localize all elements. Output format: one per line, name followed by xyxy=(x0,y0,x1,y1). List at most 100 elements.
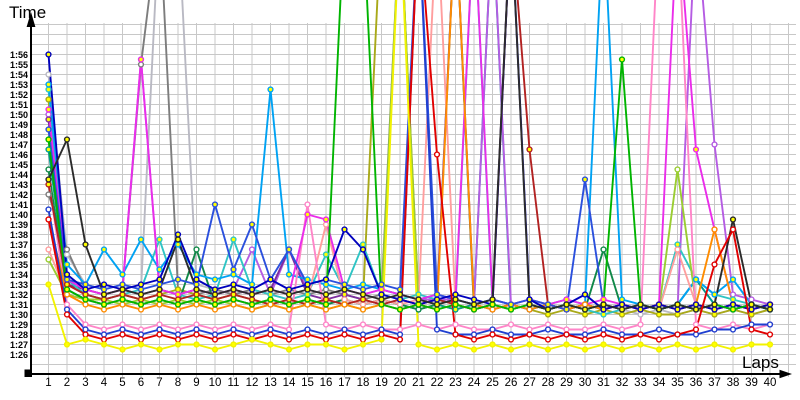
data-point-marker xyxy=(378,291,385,298)
data-point-marker xyxy=(637,301,644,308)
data-point-marker xyxy=(396,296,404,303)
data-point-marker xyxy=(267,291,274,298)
data-point-marker xyxy=(156,301,163,308)
data-point-marker xyxy=(174,286,182,293)
data-point-marker xyxy=(544,326,552,333)
data-point-marker xyxy=(748,321,755,328)
data-point-marker xyxy=(396,291,404,298)
data-point-marker xyxy=(211,276,219,283)
data-point-marker xyxy=(45,96,52,103)
data-point-marker xyxy=(600,331,607,338)
y-tick-label: 1:42 xyxy=(9,189,28,200)
data-point-marker xyxy=(100,331,108,338)
data-point-marker xyxy=(322,321,330,328)
series-line-silver xyxy=(47,0,771,316)
data-point-marker xyxy=(322,341,330,348)
y-tick-label: 1:36 xyxy=(9,249,28,260)
series-line-black xyxy=(47,0,771,311)
data-point-marker xyxy=(45,206,52,213)
data-point-marker xyxy=(729,216,737,223)
data-point-marker xyxy=(137,326,145,333)
data-point-marker xyxy=(655,346,663,353)
data-point-marker xyxy=(415,296,422,303)
data-point-marker xyxy=(470,301,478,308)
data-point-marker xyxy=(45,111,52,118)
data-point-marker xyxy=(415,341,422,348)
data-point-marker xyxy=(63,341,71,348)
data-point-marker xyxy=(748,326,755,333)
data-point-marker xyxy=(211,291,219,298)
data-point-marker xyxy=(359,281,367,288)
data-point-marker xyxy=(674,246,681,253)
x-tick-label: 24 xyxy=(467,377,481,389)
data-point-marker xyxy=(119,296,126,303)
data-point-marker xyxy=(230,286,237,293)
data-point-marker xyxy=(285,346,293,353)
data-point-marker xyxy=(211,336,219,343)
data-point-marker xyxy=(193,281,200,288)
y-tick-label: 1:34 xyxy=(9,269,28,280)
data-point-marker xyxy=(711,226,718,233)
data-point-marker xyxy=(378,336,385,343)
data-point-marker xyxy=(193,341,200,348)
data-point-marker xyxy=(544,336,552,343)
x-tick-label: 5 xyxy=(119,377,126,389)
data-point-marker xyxy=(119,291,126,298)
data-point-marker xyxy=(63,261,71,268)
data-point-marker xyxy=(63,306,71,313)
data-point-marker xyxy=(100,341,108,348)
y-tick-label: 1:27 xyxy=(9,339,28,350)
data-point-marker xyxy=(174,231,182,238)
data-point-marker xyxy=(618,296,626,303)
x-tick-label: 3 xyxy=(82,377,89,389)
data-point-marker xyxy=(248,281,256,288)
data-point-marker xyxy=(285,306,293,313)
data-point-marker xyxy=(63,311,71,318)
data-point-marker xyxy=(45,176,52,183)
data-point-marker xyxy=(396,336,404,343)
data-point-marker xyxy=(600,321,607,328)
y-tick-label: 1:41 xyxy=(9,199,28,210)
data-point-marker xyxy=(119,286,126,293)
data-point-marker xyxy=(119,331,126,338)
data-point-marker xyxy=(581,336,589,343)
data-point-marker xyxy=(248,291,256,298)
y-tick-label: 1:44 xyxy=(9,169,28,180)
data-point-marker xyxy=(692,321,700,328)
data-point-marker xyxy=(285,296,293,303)
data-point-marker xyxy=(674,341,681,348)
data-point-marker xyxy=(267,86,274,93)
data-point-marker xyxy=(193,286,200,293)
data-point-marker xyxy=(285,301,293,308)
y-tick-label: 1:45 xyxy=(9,159,28,170)
data-point-marker xyxy=(359,291,367,298)
data-point-marker xyxy=(729,226,737,233)
data-point-marker xyxy=(285,336,293,343)
x-tick-label: 34 xyxy=(652,377,666,389)
data-point-marker xyxy=(470,346,478,353)
data-point-marker xyxy=(322,221,330,228)
data-point-marker xyxy=(618,331,626,338)
data-point-marker xyxy=(193,301,200,308)
data-point-marker xyxy=(359,296,367,303)
data-point-marker xyxy=(100,246,108,253)
data-point-marker xyxy=(433,346,441,353)
data-point-marker xyxy=(359,341,367,348)
data-point-marker xyxy=(119,326,126,333)
data-point-marker xyxy=(285,291,293,298)
data-point-marker xyxy=(137,281,145,288)
data-point-marker xyxy=(100,301,108,308)
data-point-marker xyxy=(489,301,496,308)
y-tick-label: 1:47 xyxy=(9,139,28,150)
data-point-marker xyxy=(211,346,219,353)
x-tick-label: 9 xyxy=(193,377,200,389)
data-point-marker xyxy=(137,331,145,338)
data-point-marker xyxy=(230,291,237,298)
x-tick-label: 11 xyxy=(227,377,240,389)
data-point-marker xyxy=(82,331,89,338)
data-point-marker xyxy=(156,276,163,283)
data-point-marker xyxy=(748,311,755,318)
data-point-marker xyxy=(729,321,737,328)
data-point-marker xyxy=(618,346,626,353)
data-point-marker xyxy=(137,291,145,298)
